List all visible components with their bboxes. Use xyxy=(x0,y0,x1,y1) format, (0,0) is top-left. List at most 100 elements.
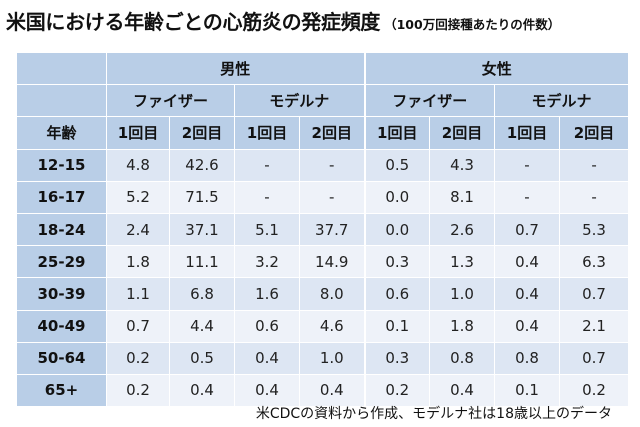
age-cell: 18-24 xyxy=(16,212,107,247)
value-cell: 0.0 xyxy=(363,180,431,214)
value-cell: 0.7 xyxy=(559,277,630,311)
table-row: 40-49 0.7 4.4 0.6 4.6 0.1 1.8 0.4 2.1 xyxy=(16,309,630,343)
value-cell: 5.1 xyxy=(234,212,300,247)
value-cell: 8.0 xyxy=(298,277,366,311)
table-row: 30-39 1.1 6.8 1.6 8.0 0.6 1.0 0.4 0.7 xyxy=(16,277,630,311)
age-cell: 12-15 xyxy=(16,148,107,182)
table-row: 50-64 0.2 0.5 0.4 1.0 0.3 0.8 0.8 0.7 xyxy=(16,341,630,375)
value-cell: 0.8 xyxy=(429,341,496,375)
age-cell: 16-17 xyxy=(16,180,107,214)
value-cell: 2.6 xyxy=(429,212,496,247)
value-cell: 0.2 xyxy=(559,373,630,408)
header-row-vaccine: ファイザー モデルナ ファイザー モデルナ xyxy=(16,84,630,118)
value-cell: 0.6 xyxy=(234,309,300,343)
source-note: 米CDCの資料から作成、モデルナ社は18歳以上のデータ xyxy=(255,406,612,422)
value-cell: - xyxy=(298,180,366,214)
value-cell: - xyxy=(234,148,300,182)
value-cell: 0.4 xyxy=(494,277,561,311)
value-cell: - xyxy=(559,148,630,182)
value-cell: 37.7 xyxy=(298,212,366,247)
header-dose: 2回目 xyxy=(169,116,235,150)
value-cell: 8.1 xyxy=(429,180,496,214)
value-cell: 0.4 xyxy=(429,373,496,408)
value-cell: 4.4 xyxy=(169,309,235,343)
age-cell: 40-49 xyxy=(16,309,107,343)
value-cell: 0.5 xyxy=(363,148,431,182)
value-cell: 0.2 xyxy=(106,341,170,375)
value-cell: 6.8 xyxy=(169,277,235,311)
table-row: 65+ 0.2 0.4 0.4 0.4 0.2 0.4 0.1 0.2 xyxy=(16,373,630,408)
value-cell: 6.3 xyxy=(559,245,630,279)
value-cell: - xyxy=(494,180,561,214)
value-cell: 11.1 xyxy=(169,245,235,279)
value-cell: 0.3 xyxy=(363,341,431,375)
header-dose: 2回目 xyxy=(298,116,366,150)
value-cell: 4.3 xyxy=(429,148,496,182)
header-corner-cell xyxy=(16,51,107,86)
header-corner-cell xyxy=(16,84,107,118)
value-cell: 37.1 xyxy=(169,212,235,247)
value-cell: 1.1 xyxy=(106,277,170,311)
value-cell: 0.8 xyxy=(494,341,561,375)
value-cell: 1.0 xyxy=(429,277,496,311)
header-sex-male: 男性 xyxy=(105,51,366,86)
header-dose: 2回目 xyxy=(559,116,630,150)
header-row-sex: 男性 女性 xyxy=(16,51,630,86)
myocarditis-frequency-table: 男性 女性 ファイザー モデルナ ファイザー モデルナ 年齢 1回目 2回目 1… xyxy=(16,51,630,408)
title-subtitle: （100万回接種あたりの件数） xyxy=(384,17,561,32)
value-cell: 0.2 xyxy=(363,373,431,408)
value-cell: - xyxy=(494,148,561,182)
value-cell: 0.7 xyxy=(559,341,630,375)
value-cell: 0.3 xyxy=(363,245,431,279)
header-dose: 2回目 xyxy=(429,116,496,150)
value-cell: 4.8 xyxy=(106,148,170,182)
value-cell: 71.5 xyxy=(169,180,235,214)
value-cell: 0.4 xyxy=(494,245,561,279)
value-cell: 1.3 xyxy=(429,245,496,279)
table-row: 12-15 4.8 42.6- -0.5 4.3- - xyxy=(16,148,630,182)
value-cell: 4.6 xyxy=(298,309,366,343)
value-cell: 1.8 xyxy=(106,245,170,279)
value-cell: 1.0 xyxy=(298,341,366,375)
value-cell: 0.2 xyxy=(106,373,170,408)
header-vaccine-moderna-female: モデルナ xyxy=(494,84,630,118)
value-cell: 0.7 xyxy=(106,309,170,343)
header-vaccine-pfizer-female: ファイザー xyxy=(363,84,496,118)
value-cell: 0.1 xyxy=(363,309,431,343)
value-cell: 0.5 xyxy=(169,341,235,375)
value-cell: 14.9 xyxy=(298,245,366,279)
value-cell: 0.4 xyxy=(234,373,300,408)
table-row: 25-29 1.8 11.1 3.2 14.9 0.3 1.3 0.4 6.3 xyxy=(16,245,630,279)
table-row: 16-17 5.2 71.5- -0.0 8.1- - xyxy=(16,180,630,214)
header-dose: 1回目 xyxy=(363,116,431,150)
value-cell: 2.1 xyxy=(559,309,630,343)
value-cell: 0.4 xyxy=(169,373,235,408)
age-cell: 65+ xyxy=(16,373,107,408)
table-row: 18-24 2.4 37.1 5.1 37.7 0.0 2.6 0.7 5.3 xyxy=(16,212,630,247)
value-cell: 0.4 xyxy=(298,373,366,408)
header-row-dose: 年齢 1回目 2回目 1回目 2回目 1回目 2回目 1回目 2回目 xyxy=(16,116,630,150)
value-cell: 0.4 xyxy=(494,309,561,343)
value-cell: 1.6 xyxy=(234,277,300,311)
header-vaccine-moderna-male: モデルナ xyxy=(233,84,366,118)
header-sex-female: 女性 xyxy=(363,51,630,86)
value-cell: 3.2 xyxy=(234,245,300,279)
value-cell: - xyxy=(298,148,366,182)
page-title: 米国における年齢ごとの心筋炎の発症頻度 （100万回接種あたりの件数） xyxy=(6,6,560,36)
header-vaccine-pfizer-male: ファイザー xyxy=(106,84,235,118)
value-cell: 0.6 xyxy=(363,277,431,311)
value-cell: 1.8 xyxy=(429,309,496,343)
age-cell: 30-39 xyxy=(16,277,107,311)
age-cell: 50-64 xyxy=(16,341,107,375)
value-cell: 0.1 xyxy=(494,373,561,408)
age-cell: 25-29 xyxy=(16,245,107,279)
header-dose: 1回目 xyxy=(494,116,561,150)
value-cell: 0.0 xyxy=(363,212,431,247)
value-cell: 2.4 xyxy=(106,212,170,247)
title-main: 米国における年齢ごとの心筋炎の発症頻度 xyxy=(6,10,381,34)
value-cell: 5.2 xyxy=(106,180,170,214)
header-age: 年齢 xyxy=(16,116,107,150)
value-cell: 0.7 xyxy=(494,212,561,247)
header-dose: 1回目 xyxy=(106,116,170,150)
value-cell: 42.6 xyxy=(169,148,235,182)
